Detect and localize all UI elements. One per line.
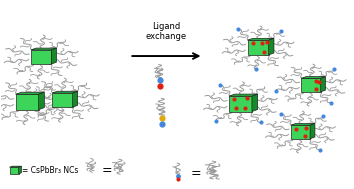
Polygon shape [247, 38, 274, 40]
Polygon shape [301, 77, 325, 78]
Text: = CsPbBr₃ NCs: = CsPbBr₃ NCs [22, 166, 78, 175]
Polygon shape [10, 166, 22, 167]
Polygon shape [321, 77, 325, 92]
Text: =: = [191, 167, 202, 180]
Text: Ligand
exchange: Ligand exchange [146, 22, 187, 41]
Polygon shape [51, 48, 57, 64]
Polygon shape [252, 94, 258, 112]
Text: =: = [101, 164, 112, 177]
Polygon shape [19, 166, 22, 174]
Polygon shape [16, 94, 39, 110]
Polygon shape [39, 92, 44, 110]
Polygon shape [31, 48, 57, 50]
Polygon shape [269, 38, 274, 55]
Polygon shape [247, 40, 269, 55]
Polygon shape [301, 78, 321, 92]
Polygon shape [31, 50, 51, 64]
Polygon shape [229, 94, 258, 96]
Polygon shape [73, 91, 78, 107]
Polygon shape [52, 91, 78, 93]
Polygon shape [310, 123, 315, 139]
Polygon shape [291, 123, 315, 125]
Polygon shape [52, 93, 73, 107]
Polygon shape [10, 167, 19, 174]
Polygon shape [229, 96, 252, 112]
Polygon shape [291, 125, 310, 139]
Polygon shape [16, 92, 44, 94]
